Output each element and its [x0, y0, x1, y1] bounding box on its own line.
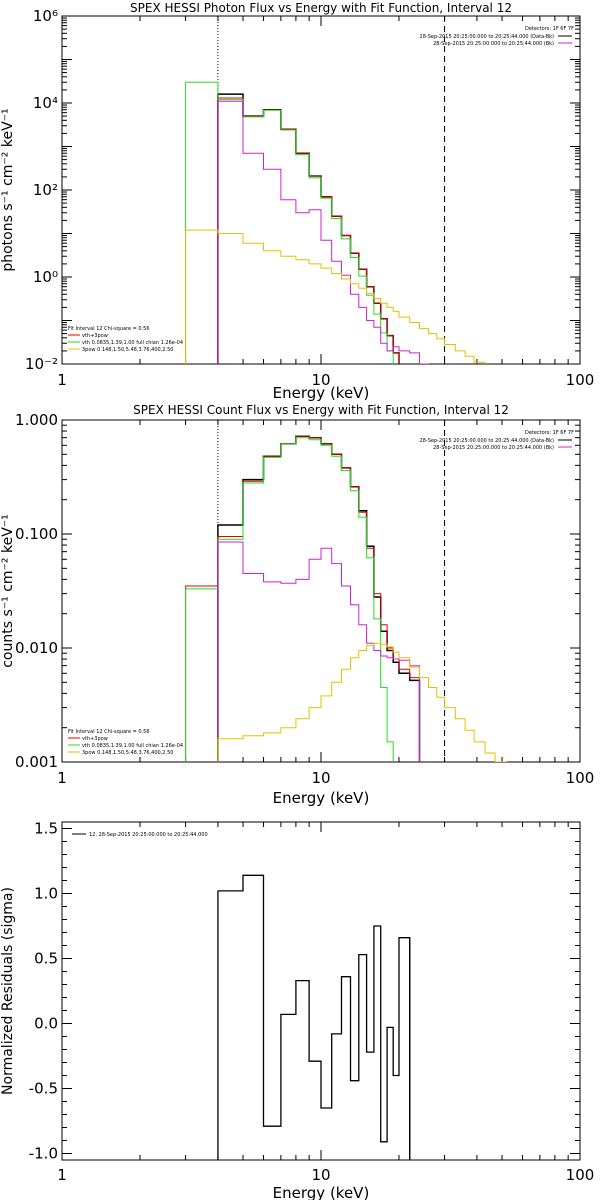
x-tick-label: 100: [566, 371, 595, 389]
x-tick-label: 10: [311, 769, 330, 787]
series-line-yellow: [217, 642, 507, 762]
chart-title: SPEX HESSI Photon Flux vs Energy with Fi…: [130, 1, 512, 15]
chart-panel-3: 1 10 100 1.5 1.0 0.5 0.0 -0.5 -1.0 Energy (keV) No…: [0, 820, 594, 1200]
plot-frame: [61, 821, 581, 1161]
chart-panel-2: SPEX HESSI Count Flux vs Energy with Fit…: [0, 403, 594, 807]
x-tick-label: 100: [566, 769, 595, 787]
series-line-magenta: [217, 100, 429, 364]
series-line-black: [217, 435, 421, 762]
series-line-magenta: [217, 541, 420, 762]
y-tick-label: 0.001: [15, 753, 58, 771]
series-group: [185, 81, 486, 364]
y-tick-label: 1.0: [34, 885, 58, 903]
series-group: [217, 874, 411, 1160]
detectors-label: Detectors: 1F 6F 7F: [525, 430, 574, 436]
legend-top-label: 12. 28-Sep-2015 20:25:00.000 to 20:25:44…: [89, 832, 208, 838]
y-axis-label: counts s⁻¹ cm⁻² keV⁻¹: [0, 514, 16, 668]
legend-left-label: vth+3pow: [82, 736, 108, 742]
y-tick-label: 10⁶: [33, 7, 58, 25]
x-axis-label: Energy (keV): [273, 1184, 370, 1200]
y-tick-label: 10⁴: [33, 94, 58, 112]
legend-left-title: Fit Interval 12 Chi-square = 0.56: [68, 729, 150, 735]
legend-right-label: 28-Sep-2015 20:25:00.000 to 20:25:44.000…: [433, 41, 554, 47]
series-line-green: [185, 81, 394, 364]
x-tick-label: 100: [566, 1166, 595, 1184]
y-tick-label: 0.0: [34, 1015, 58, 1033]
y-tick-label: 10⁻²: [25, 355, 58, 373]
x-axis-label: Energy (keV): [273, 384, 370, 402]
y-tick-label: 0.010: [15, 639, 58, 657]
legend-right-label: 28-Sep-2015 20:25:00.000 to 20:25:44.000…: [420, 438, 555, 444]
series-line-black: [217, 93, 400, 364]
legend-left-title: Fit Interval 12 Chi-square = 0.56: [68, 326, 150, 332]
legend-left-label: 3pow 0.148,1.50,5.48,3.76,400,2.50: [82, 347, 173, 353]
legend-right-label: 28-Sep-2015 20:25:00.000 to 20:25:44.000…: [420, 34, 555, 40]
y-tick-label: 0.100: [15, 525, 58, 543]
legend-right-label: 28-Sep-2015 20:25:00.000 to 20:25:44.000…: [433, 445, 554, 451]
series-line-yellow: [185, 229, 486, 364]
series-line-black: [217, 874, 411, 1160]
chart-title: SPEX HESSI Count Flux vs Energy with Fit…: [133, 403, 509, 417]
y-axis-label: photons s⁻¹ cm⁻² keV⁻¹: [0, 108, 16, 271]
x-tick-label: 1: [57, 1166, 67, 1184]
series-line-red: [217, 97, 400, 364]
y-tick-label: 1.5: [34, 820, 58, 838]
detectors-label: Detectors: 1F 6F 7F: [525, 26, 574, 32]
x-tick-label: 10: [311, 1166, 330, 1184]
series-group: [185, 435, 507, 762]
plot-frame: [61, 419, 581, 763]
legend-left-label: vth+3pow: [82, 333, 108, 339]
x-axis-label: Energy (keV): [273, 789, 370, 807]
x-tick-label: 1: [57, 371, 67, 389]
y-tick-label: -0.5: [29, 1080, 58, 1098]
series-line-green: [185, 437, 394, 762]
y-tick-label: 0.5: [34, 950, 58, 968]
legend-left-label: 3pow 0.148,1.50,5.48,3.76,400,2.50: [82, 750, 173, 756]
series-line-red: [185, 435, 420, 762]
chart-panel-1: SPEX HESSI Photon Flux vs Energy with Fi…: [0, 1, 594, 402]
legend-left-label: vth 0.0835,1.39,1.00 full chian 1.26e-04: [82, 743, 183, 749]
x-tick-label: 1: [57, 769, 67, 787]
y-axis-label: Normalized Residuals (sigma): [0, 887, 16, 1095]
x-tick-label: 10: [311, 371, 330, 389]
legend-left-label: vth 0.0835,1.39,1.00 full chian 1.26e-04: [82, 340, 183, 346]
y-tick-label: -1.0: [29, 1145, 58, 1163]
y-tick-label: 10⁰: [33, 268, 58, 286]
y-tick-label: 10²: [33, 181, 58, 199]
y-tick-label: 1.000: [15, 411, 58, 429]
